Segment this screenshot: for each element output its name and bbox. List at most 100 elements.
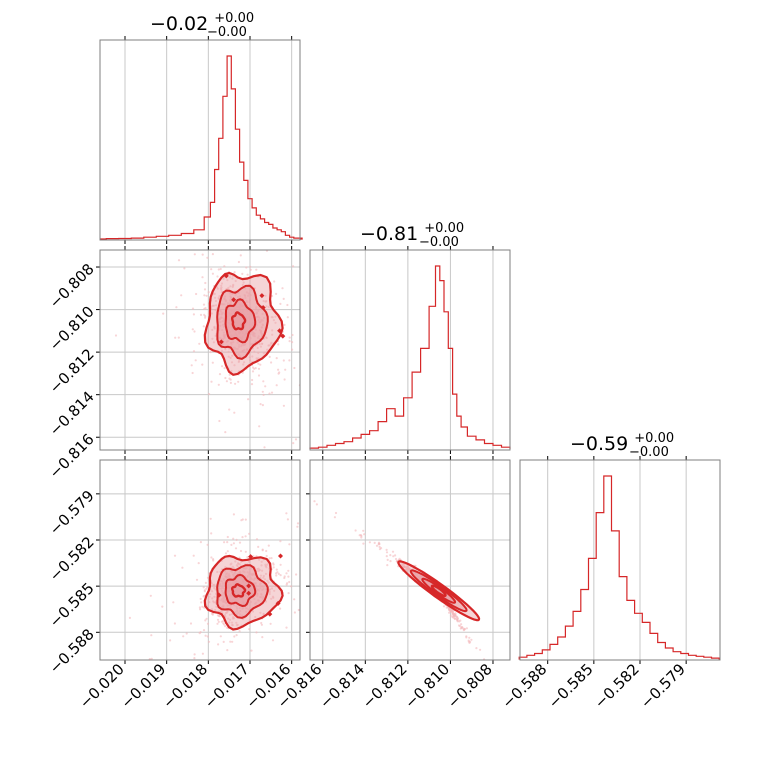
pair-0-2-point [297, 608, 300, 612]
pair-0-1-contour-island [260, 305, 266, 311]
pair-0-2-point [211, 613, 214, 616]
pair-0-1-point [249, 268, 252, 271]
pair-0-1-point [313, 348, 315, 350]
pair-0-1-point [212, 341, 215, 344]
pair-0-2-point [212, 601, 215, 604]
y-ticklabel-param-1: −0.816 [46, 430, 98, 482]
pair-0-2-point [233, 635, 236, 638]
pair-0-2-point [228, 613, 231, 616]
pair-0-2-point [273, 589, 276, 592]
panel-1-1-histogram [309, 246, 511, 454]
pair-0-2-point [222, 623, 226, 626]
pair-0-2-point [230, 543, 233, 547]
pair-0-2-point [182, 635, 185, 638]
pair-1-2-point [389, 554, 392, 557]
pair-0-2-point [181, 566, 184, 569]
pair-0-2-point [236, 562, 240, 565]
pair-0-1-point [264, 294, 267, 297]
pair-0-1-point [274, 315, 277, 318]
pair-0-2-point [263, 578, 267, 581]
pair-0-1-point [291, 333, 294, 337]
pair-1-2-points [313, 500, 486, 660]
pair-0-2-point [261, 636, 264, 639]
pair-0-1-point [211, 337, 214, 340]
hist-1-bin [344, 442, 353, 449]
pair-0-2-point [378, 513, 380, 515]
hist-0-bin [227, 56, 231, 239]
pair-0-1-point [213, 292, 216, 295]
pair-0-2-point [260, 560, 263, 563]
pair-0-2-point [216, 614, 219, 617]
hist-0-bin [219, 138, 223, 239]
pair-1-2-point [392, 555, 395, 558]
param-2-title: −0.59 +0.00 −0.00 [570, 425, 680, 460]
hist-2-bin [635, 613, 643, 659]
hist-0-frame [99, 39, 301, 241]
hist-1-bin [476, 440, 485, 449]
pair-1-2-point [459, 625, 462, 628]
hist-0-bin [240, 162, 244, 239]
pair-0-2-point [296, 525, 299, 528]
hist-2-bin [565, 626, 573, 659]
hist-2-bin [581, 590, 589, 660]
pair-0-2-point [258, 558, 261, 561]
pair-0-2-point [257, 545, 260, 549]
pair-0-1-point [162, 312, 165, 315]
hist-1-bin [361, 434, 370, 449]
pair-0-1-point [255, 268, 258, 271]
pair-0-1-point [220, 284, 223, 287]
pair-0-2-point [199, 541, 202, 544]
pair-0-1-point [205, 294, 208, 297]
pair-0-1-point [279, 302, 282, 305]
param-1-title: −0.81 +0.00 −0.00 [360, 215, 470, 250]
pair-0-2-point [207, 597, 210, 601]
pair-0-2-point [200, 601, 203, 604]
pair-1-2-point [475, 647, 478, 650]
hist-1-bin [353, 438, 362, 449]
pair-1-2-point [465, 636, 468, 639]
pair-0-1-point [214, 299, 217, 303]
pair-0-1-point [201, 363, 204, 366]
pair-0-1-point [251, 366, 255, 369]
pair-0-1-point [222, 245, 224, 247]
hist-0-bin [252, 208, 256, 239]
pair-0-1-point [183, 267, 186, 270]
pair-0-2-point [232, 513, 235, 516]
pair-0-1-point [212, 304, 215, 307]
hist-1-bin [436, 266, 440, 449]
pair-0-2-point [285, 572, 288, 575]
pair-0-1-point [275, 357, 278, 360]
pair-0-2-point [329, 511, 331, 513]
hist-1-bin [457, 416, 461, 449]
pair-1-2-point [448, 611, 451, 614]
param-0-title: −0.02 +0.00 −0.00 [150, 5, 260, 40]
pair-0-2-point [216, 622, 219, 625]
pair-0-2-point [268, 592, 271, 596]
x-ticklabel-param-0: −0.020 [76, 660, 128, 712]
pair-0-2-point [172, 601, 175, 604]
pair-0-2-point [271, 595, 275, 598]
pair-0-1-point [307, 334, 309, 336]
pair-0-2-point [327, 639, 329, 641]
panel-2-0-scatter-contour [96, 456, 380, 664]
pair-0-2-point [232, 542, 235, 545]
pair-0-2-point [254, 615, 257, 619]
pair-0-2-point [204, 581, 207, 585]
pair-0-1-point [291, 348, 294, 351]
pair-0-2-point [225, 611, 228, 614]
pair-0-2-point [216, 570, 219, 574]
hist-2-bin [604, 476, 612, 659]
pair-0-1-point [180, 244, 182, 246]
pair-0-1-point [294, 438, 298, 441]
pair-1-2-point [479, 648, 482, 651]
pair-0-2-point [208, 595, 211, 598]
pair-0-2-point [235, 538, 238, 542]
pair-0-1-point [249, 359, 252, 362]
pair-0-2-point [230, 562, 233, 565]
pair-0-1-point [351, 405, 353, 407]
pair-0-1-point [250, 383, 254, 386]
y-ticklabel-param-2: −0.582 [46, 533, 98, 585]
pair-0-2-point [199, 631, 202, 634]
pair-0-2-point [150, 634, 153, 637]
